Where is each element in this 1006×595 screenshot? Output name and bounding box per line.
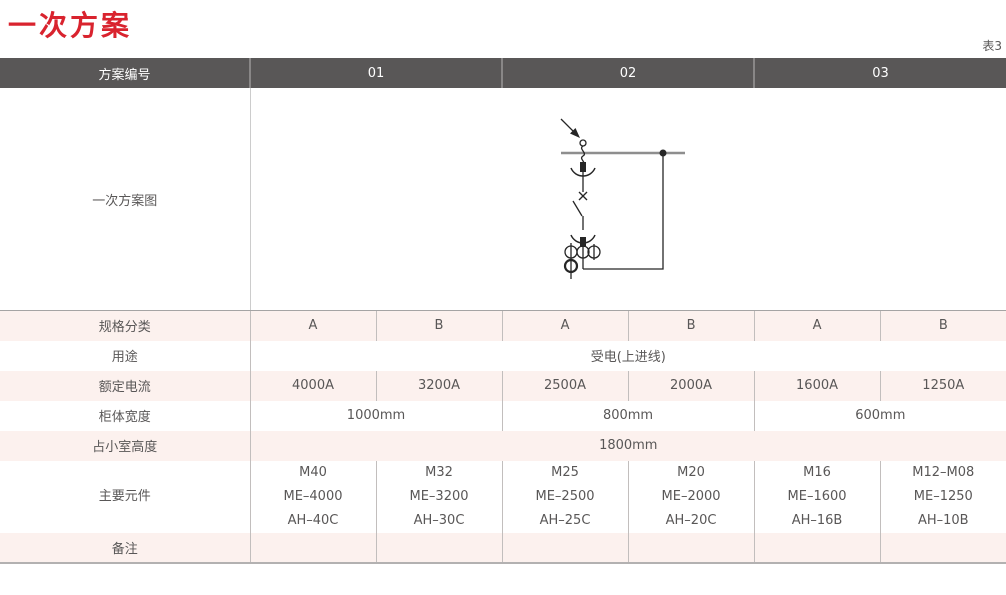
page-title: 一次方案: [8, 9, 133, 42]
return-conductor: [582, 153, 664, 270]
cabinet-width-row: 柜体宽度 1000mm 800mm 600mm: [0, 400, 1006, 431]
rated-current-row: 额定电流 4000A 3200A 2500A 2000A 1600A 1250A: [0, 370, 1006, 401]
rated-current-cell: 3200A: [375, 370, 503, 401]
component-line: M25: [551, 464, 579, 480]
component-line: AH–20C: [665, 512, 717, 528]
main-components-cell: M40 ME–4000 AH–40C: [249, 460, 376, 533]
spec-cell: B: [375, 310, 503, 341]
rated-current-label: 额定电流: [0, 370, 250, 401]
cabinet-width-label: 柜体宽度: [0, 400, 250, 431]
rated-current-cell: 1600A: [753, 370, 881, 401]
top-contact-block: [579, 162, 586, 172]
compartment-height-row: 占小室高度 1800mm: [0, 430, 1006, 461]
rated-current-cell: 4000A: [249, 370, 376, 401]
remarks-cell: [501, 532, 629, 564]
component-line: ME–4000: [283, 488, 343, 504]
breaker-x-mark-2: [578, 191, 587, 201]
spec-cell: A: [501, 310, 629, 341]
spec-cell: B: [627, 310, 755, 341]
usage-label: 用途: [0, 340, 250, 371]
spec-class-row: 规格分类 A B A B A B: [0, 310, 1006, 341]
component-line: AH–10B: [917, 512, 969, 528]
header-scheme-number-label: 方案编号: [0, 58, 250, 88]
main-components-cell: M32 ME–3200 AH–30C: [375, 460, 503, 533]
spec-cell: A: [249, 310, 376, 341]
component-line: AH–16B: [791, 512, 843, 528]
scheme-table: 方案编号 01 02 03 一次方案图: [0, 58, 1006, 564]
usage-value: 受电(上进线): [249, 340, 1006, 371]
component-line: ME–2500: [535, 488, 595, 504]
component-line: M40: [299, 464, 327, 480]
incoming-arrow-shaft: [560, 118, 573, 132]
table-header-row: 方案编号 01 02 03: [0, 58, 1006, 88]
single-line-diagram-cell: [249, 88, 1006, 311]
incoming-arrow-head: [569, 128, 580, 138]
header-scheme-03: 03: [753, 58, 1006, 88]
title-area: 一次方案 表3: [0, 0, 1006, 58]
component-line: M32: [425, 464, 453, 480]
component-line: AH–25C: [539, 512, 591, 528]
main-components-label: 主要元件: [0, 460, 250, 533]
remarks-cell: [375, 532, 503, 564]
component-line: M12–M08: [912, 464, 975, 480]
ct-circle-right: [586, 245, 601, 259]
component-line: ME–2000: [661, 488, 721, 504]
compartment-height-value: 1800mm: [249, 430, 1006, 461]
diagram-row: 一次方案图: [0, 88, 1006, 311]
component-line: AH–30C: [413, 512, 465, 528]
component-line: AH–40C: [287, 512, 339, 528]
rated-current-cell: 2000A: [627, 370, 755, 401]
component-line: ME–3200: [409, 488, 469, 504]
remarks-cell: [627, 532, 755, 564]
component-line: ME–1250: [913, 488, 973, 504]
rated-current-cell: 2500A: [501, 370, 629, 401]
one-line-diagram-drawing: [560, 118, 685, 279]
header-scheme-02: 02: [501, 58, 755, 88]
remarks-cell: [879, 532, 1006, 564]
remarks-row: 备注: [0, 532, 1006, 564]
remarks-label: 备注: [0, 532, 250, 564]
cabinet-width-cell: 1000mm: [249, 400, 503, 431]
main-components-cell: M16 ME–1600 AH–16B: [753, 460, 881, 533]
spec-class-label: 规格分类: [0, 310, 250, 341]
component-line: M16: [803, 464, 831, 480]
usage-row: 用途 受电(上进线): [0, 340, 1006, 371]
cabinet-width-cell: 800mm: [501, 400, 755, 431]
table-number-tag: 表3: [982, 39, 1002, 53]
remarks-cell: [249, 532, 376, 564]
main-components-cell: M20 ME–2000 AH–20C: [627, 460, 755, 533]
bottom-contact-block: [579, 237, 586, 247]
spec-cell: B: [879, 310, 1006, 341]
spec-cell: A: [753, 310, 881, 341]
ct-circle-bottom: [563, 258, 578, 274]
remarks-cell: [753, 532, 881, 564]
breaker-blade: [571, 200, 583, 217]
cabinet-width-cell: 600mm: [753, 400, 1006, 431]
header-scheme-01: 01: [248, 58, 503, 88]
diagram-row-label: 一次方案图: [0, 88, 250, 311]
component-line: ME–1600: [787, 488, 847, 504]
compartment-height-label: 占小室高度: [0, 430, 250, 461]
component-line: M20: [677, 464, 705, 480]
main-components-row: 主要元件 M40 ME–4000 AH–40C M32 ME–3200 AH–3…: [0, 460, 1006, 533]
main-components-cell: M12–M08 ME–1250 AH–10B: [879, 460, 1006, 533]
connection-point-circle: [578, 139, 587, 147]
main-components-cell: M25 ME–2500 AH–25C: [501, 460, 629, 533]
rated-current-cell: 1250A: [879, 370, 1006, 401]
busbar-junction-dot: [659, 149, 666, 157]
